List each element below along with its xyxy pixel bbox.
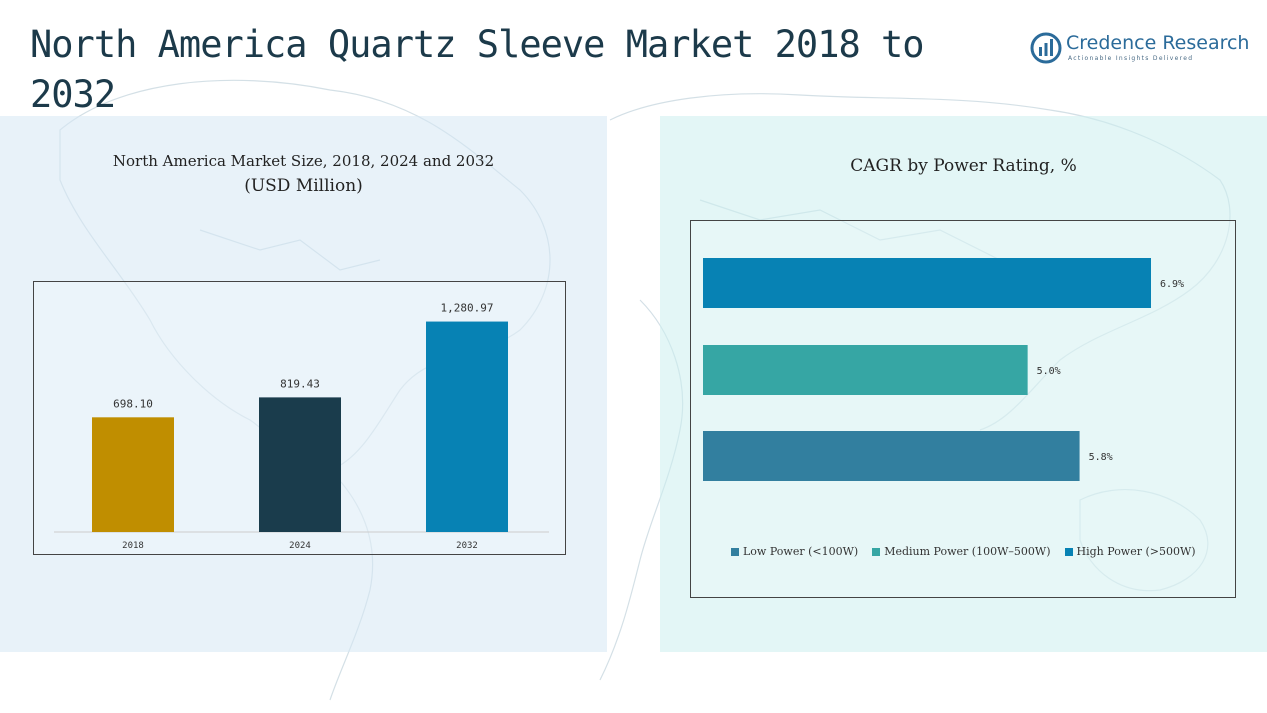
tick-label-2018: 2018	[122, 541, 144, 551]
market-size-chart-subtitle: (USD Million)	[244, 176, 363, 196]
cagr-chart-title: CAGR by Power Rating, %	[850, 156, 1077, 176]
cagr-bar-chart: 6.9% 5.0% 5.8%	[703, 258, 1184, 481]
page-title: North America Quartz Sleeve Market 2018 …	[30, 23, 925, 116]
data-label-low-power: 5.8%	[1089, 452, 1113, 463]
legend-label: High Power (>500W)	[1076, 545, 1196, 558]
data-label-2032: 1,280.97	[441, 302, 494, 315]
legend-item-medium-power: Medium Power (100W–500W)	[872, 545, 1051, 558]
legend-swatch	[1064, 547, 1073, 556]
data-label-2018: 698.10	[113, 397, 153, 410]
credence-logo-icon	[1030, 32, 1062, 64]
data-label-high-power: 6.9%	[1160, 279, 1184, 290]
bar-low-power	[703, 431, 1080, 481]
data-label-medium-power: 5.0%	[1037, 366, 1061, 377]
logo-name: Credence Research	[1066, 32, 1250, 54]
bar-medium-power	[703, 345, 1028, 395]
market-size-chart-frame: 698.10 2018 819.43 2024 1,280.97 2032	[33, 281, 566, 555]
logo-tagline: Actionable Insights Delivered	[1068, 55, 1194, 62]
cagr-panel: CAGR by Power Rating, % 6.9% 5.0% 5.8% Low…	[660, 116, 1267, 652]
bar-high-power	[703, 258, 1151, 308]
legend-label: Medium Power (100W–500W)	[884, 545, 1051, 558]
market-size-chart-title: North America Market Size, 2018, 2024 an…	[112, 152, 495, 170]
legend-item-low-power: Low Power (<100W)	[731, 545, 858, 558]
legend-swatch	[731, 547, 739, 556]
legend-swatch	[872, 547, 881, 556]
cagr-chart-frame: 6.9% 5.0% 5.8% Low Power (<100W) Medium Po…	[690, 220, 1236, 598]
bar-2024	[259, 397, 341, 532]
tick-label-2024: 2024	[289, 541, 311, 551]
brand-logo: Credence Research Actionable Insights De…	[1030, 30, 1249, 66]
bar-2018	[92, 417, 174, 532]
tick-label-2032: 2032	[456, 541, 478, 551]
cagr-legend: Low Power (<100W) Medium Power (100W–500…	[731, 545, 1211, 558]
bar-2032	[426, 321, 508, 532]
market-size-panel: North America Market Size, 2018, 2024 an…	[0, 116, 607, 652]
legend-item-high-power: High Power (>500W)	[1064, 545, 1196, 558]
legend-label: Low Power (<100W)	[743, 545, 859, 558]
market-size-bar-chart: 698.10 2018 819.43 2024 1,280.97 2032	[54, 302, 549, 551]
data-label-2024: 819.43	[280, 377, 320, 390]
